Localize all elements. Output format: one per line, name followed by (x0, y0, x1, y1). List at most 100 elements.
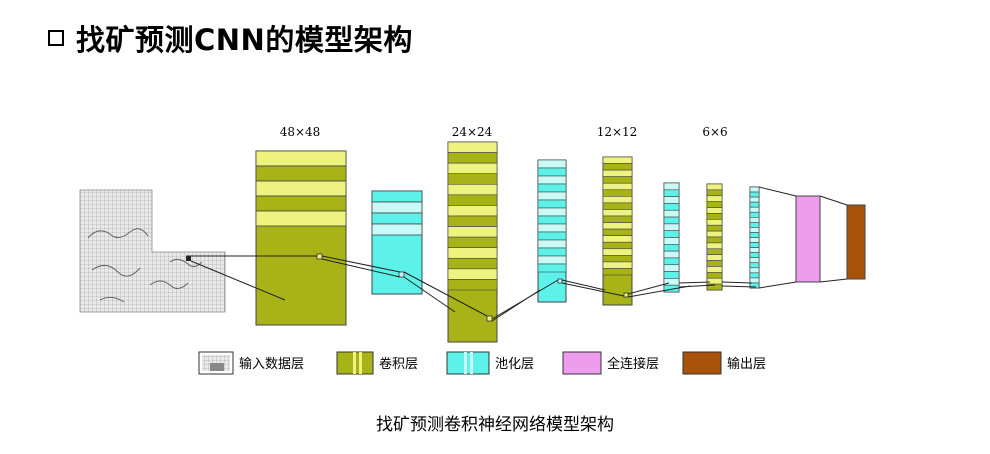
layer-stripe (537, 183, 567, 193)
layer-stripe (749, 232, 760, 238)
layer-stripe (663, 271, 680, 279)
layer-stripe (706, 277, 723, 285)
layer-stripe (447, 236, 498, 249)
layer-stripe (663, 230, 680, 238)
layer-stripe (537, 167, 567, 177)
layer-stripe (602, 156, 633, 164)
layer-stripe (537, 207, 567, 217)
layer-stripe (749, 252, 760, 258)
conv-layer-2 (447, 141, 498, 343)
layer-stripe (602, 163, 633, 171)
layer-stripe (706, 254, 723, 261)
layer-stripe (447, 215, 498, 227)
layer-stripe (749, 201, 760, 208)
layer-stripe (663, 223, 680, 231)
layer-stripe (749, 211, 760, 218)
legend-label-output: 输出层 (727, 356, 766, 372)
layer-stripe (706, 183, 723, 191)
layer-stripe (663, 237, 680, 245)
figure-caption: 找矿预测卷积神经网络模型架构 (376, 415, 614, 435)
pool-layer-3 (663, 182, 680, 293)
legend: 输入数据层 卷积层 池化层 全连接层 输出层 (198, 351, 766, 375)
layer-stripe (749, 282, 760, 289)
layer-stripe (447, 268, 498, 280)
layer-stripe (663, 250, 680, 259)
legend-item-conv: 卷积层 (336, 351, 418, 375)
layer-stripe (749, 186, 760, 193)
layer-stripe (663, 257, 680, 266)
layer-stripe (706, 283, 723, 291)
legend-label-input: 输入数据层 (239, 356, 304, 372)
legend-item-output: 输出层 (682, 351, 766, 375)
layer-stripe (706, 201, 723, 208)
layer-stripe (749, 227, 760, 233)
layer-stripe (602, 268, 633, 276)
dim-label-24: 24×24 (452, 125, 493, 139)
layer-stripe (537, 215, 567, 225)
layer-stripe (602, 202, 633, 210)
layer-stripe (749, 247, 760, 253)
layer-stripe (706, 189, 723, 197)
layer-stripe (749, 262, 760, 269)
layer-stripe (447, 279, 498, 291)
layer-stripe (537, 263, 567, 273)
layer-stripe (537, 231, 567, 241)
layer-stripe (447, 205, 498, 217)
layer-stripe (447, 162, 498, 175)
layer-stripe (602, 182, 633, 191)
layer-stripe (749, 191, 760, 198)
layer-stripe (537, 247, 567, 257)
layer-stripe (602, 261, 633, 269)
layer-stripe (602, 248, 633, 256)
layer-stripe (447, 247, 498, 259)
layer-stripe (749, 206, 760, 213)
layer-stripe (447, 152, 498, 164)
pool-layer-4 (749, 186, 760, 289)
layer-stripe (706, 272, 723, 279)
dim-label-48: 48×48 (280, 125, 321, 139)
layer-stripe (537, 239, 567, 249)
layer-stripe (706, 242, 723, 250)
layer-stripe (706, 195, 723, 202)
pool-layer-2 (537, 159, 567, 303)
conv-layer-4 (706, 183, 723, 291)
slide-title: 找矿预测CNN的模型架构 (48, 16, 413, 60)
layer-stripe (602, 169, 633, 177)
layer-stripe (602, 235, 633, 243)
layer-stripe (602, 189, 633, 197)
conv-layer-1 (255, 150, 347, 326)
connector-lines (186, 186, 848, 322)
layer-stripe (602, 196, 633, 204)
layer-stripe (602, 222, 633, 230)
layer-stripe (447, 183, 498, 196)
legend-item-pool: 池化层 (446, 351, 534, 375)
layer-stripe (663, 196, 680, 204)
layer-stripe (537, 175, 567, 185)
layer-stripe (663, 189, 680, 197)
layer-stripe (706, 207, 723, 214)
dim-label-12: 12×12 (597, 125, 638, 139)
layer-stripe (537, 255, 567, 265)
output-layer (846, 204, 866, 280)
layer-stripe (663, 209, 680, 218)
fully-connected-layer (795, 195, 821, 283)
layer-stripe (602, 228, 633, 236)
layer-stripe (663, 284, 680, 293)
layer-stripe (706, 236, 723, 244)
legend-item-fc: 全连接层 (562, 351, 659, 375)
layer-stripe (602, 176, 633, 184)
layer-stripe (749, 257, 760, 264)
layer-stripe (537, 159, 567, 169)
legend-label-pool: 池化层 (495, 357, 534, 372)
layer-stripe (602, 241, 633, 250)
legend-label-fc: 全连接层 (607, 356, 659, 372)
layer-stripe (663, 244, 680, 252)
pool-layer-1 (371, 190, 423, 295)
layer-stripe (537, 199, 567, 209)
layer-stripe (706, 230, 723, 238)
dim-label-6: 6×6 (702, 125, 727, 139)
layer-stripe (749, 277, 760, 284)
square-bullet-icon (48, 30, 64, 46)
layer-stripe (447, 141, 498, 153)
